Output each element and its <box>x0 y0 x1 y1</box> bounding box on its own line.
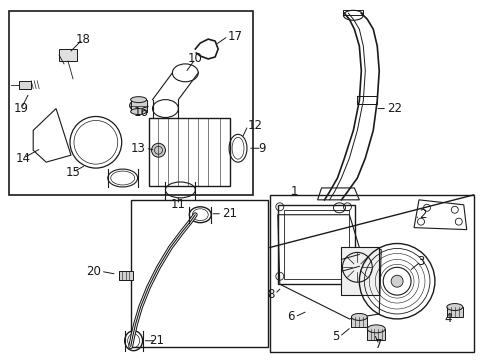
Text: 7: 7 <box>375 338 382 351</box>
Ellipse shape <box>130 109 146 114</box>
Text: 12: 12 <box>247 119 263 132</box>
Bar <box>59 49 77 61</box>
Text: 6: 6 <box>286 310 294 323</box>
Text: 15: 15 <box>65 166 80 179</box>
Text: 13: 13 <box>130 142 145 155</box>
Text: 14: 14 <box>16 152 31 165</box>
Bar <box>366 329 385 340</box>
Bar <box>148 118 230 186</box>
Bar <box>357 96 376 104</box>
Ellipse shape <box>129 100 147 112</box>
Text: 21: 21 <box>222 207 237 220</box>
Text: 20: 20 <box>86 265 101 278</box>
Bar <box>9 11 252 195</box>
Bar <box>341 247 379 295</box>
Text: 18: 18 <box>75 33 90 46</box>
Text: 1: 1 <box>290 185 298 198</box>
Bar <box>283 210 349 279</box>
Ellipse shape <box>351 314 366 320</box>
Bar <box>351 317 366 327</box>
Text: 11: 11 <box>170 198 185 211</box>
Polygon shape <box>19 81 31 89</box>
Ellipse shape <box>366 325 385 333</box>
Ellipse shape <box>130 96 146 103</box>
Bar <box>277 205 355 284</box>
Text: 8: 8 <box>267 288 274 301</box>
Bar <box>446 307 462 317</box>
Text: 9: 9 <box>258 142 265 155</box>
Ellipse shape <box>151 143 165 157</box>
Bar <box>343 10 363 15</box>
Text: 3: 3 <box>416 255 424 268</box>
Bar <box>130 100 146 112</box>
Text: 17: 17 <box>227 30 243 42</box>
Text: 22: 22 <box>386 102 401 115</box>
Text: 21: 21 <box>149 334 163 347</box>
Text: 4: 4 <box>444 312 451 325</box>
Bar <box>119 271 132 280</box>
Bar <box>130 200 267 347</box>
Text: 2: 2 <box>418 208 426 221</box>
Bar <box>269 195 473 352</box>
Circle shape <box>390 275 402 287</box>
Text: 19: 19 <box>14 102 29 115</box>
Text: 10: 10 <box>187 53 203 66</box>
Text: 16: 16 <box>133 106 148 119</box>
Ellipse shape <box>446 303 462 310</box>
Text: 5: 5 <box>331 330 339 343</box>
